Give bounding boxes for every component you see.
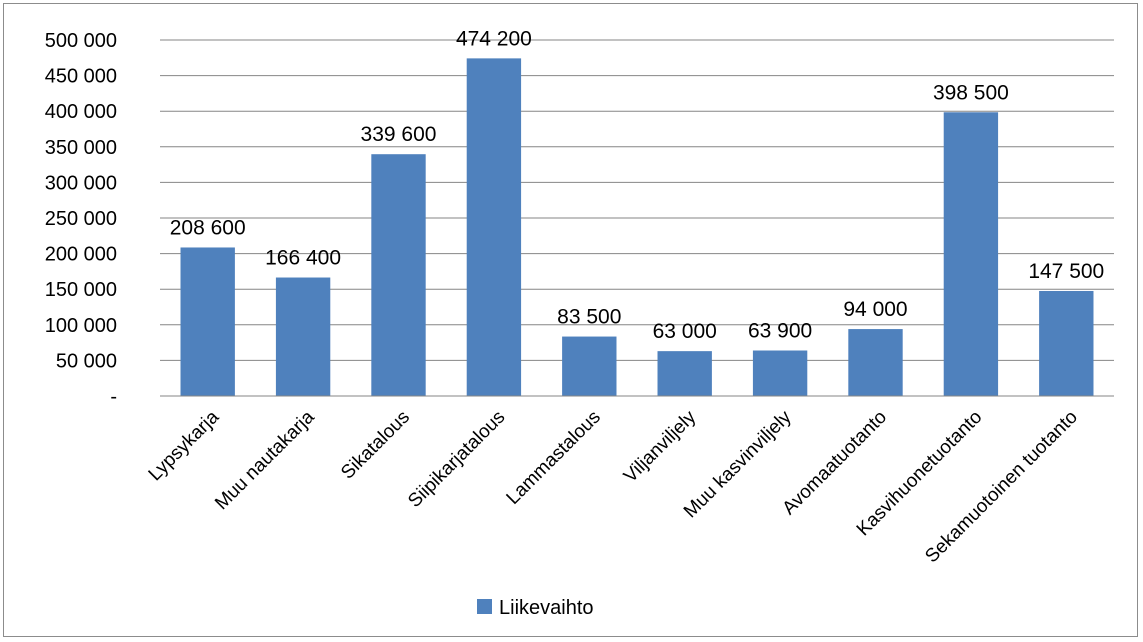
data-label: 398 500 — [933, 81, 1009, 104]
legend-swatch — [477, 599, 492, 614]
bar — [943, 112, 999, 396]
y-tick-label: 50 000 — [56, 350, 117, 372]
x-tick-label: Lypsykarja — [145, 406, 224, 485]
x-tick-label: Siipikarjatalous — [404, 407, 509, 512]
bar — [848, 329, 903, 396]
data-labels: 208 600 166 400 339 600 474 200 83 500 63 000… — [170, 27, 1105, 343]
x-tick-label: Sekamuotoinen tuotanto — [921, 407, 1082, 568]
bar — [466, 58, 522, 396]
bar — [1039, 290, 1094, 396]
bar — [180, 247, 235, 396]
data-label: 166 400 — [265, 247, 341, 270]
bar — [275, 277, 331, 396]
y-tick-label: 300 000 — [45, 172, 117, 194]
data-label: 208 600 — [170, 216, 246, 239]
data-label: 94 000 — [843, 298, 907, 321]
y-tick-label: 250 000 — [45, 208, 117, 230]
data-label: 474 200 — [456, 27, 532, 50]
y-tick-label: 450 000 — [45, 66, 117, 88]
y-tick-label: 350 000 — [45, 137, 117, 159]
bar — [371, 154, 426, 396]
y-tick-label: 100 000 — [45, 315, 117, 337]
x-tick-label: Avomaatuotanto — [779, 407, 891, 519]
y-axis-tick-labels: - 50 000 100 000 150 000 200 000 250 000 300 0… — [45, 30, 117, 408]
data-label: 339 600 — [361, 123, 437, 146]
x-tick-label: Muu nautakarja — [211, 406, 319, 514]
y-tick-label: 150 000 — [45, 279, 117, 301]
data-label: 147 500 — [1028, 260, 1104, 283]
data-label: 63 000 — [653, 320, 717, 343]
y-tick-label: 500 000 — [45, 30, 117, 52]
x-tick-label: Sikatalous — [337, 407, 414, 484]
x-tick-label: Viljanviljely — [620, 406, 701, 487]
legend: Liikevaihto — [477, 597, 594, 619]
bars — [180, 58, 1094, 396]
data-label: 63 900 — [748, 320, 812, 343]
data-label: 83 500 — [557, 306, 621, 329]
bar — [752, 350, 808, 396]
bar — [657, 351, 712, 396]
legend-label: Liikevaihto — [499, 597, 594, 619]
y-tick-label: - — [110, 386, 117, 408]
y-tick-label: 400 000 — [45, 101, 117, 123]
bar — [562, 336, 617, 396]
x-tick-label: Lammastalous — [503, 407, 605, 509]
y-tick-label: 200 000 — [45, 244, 117, 266]
